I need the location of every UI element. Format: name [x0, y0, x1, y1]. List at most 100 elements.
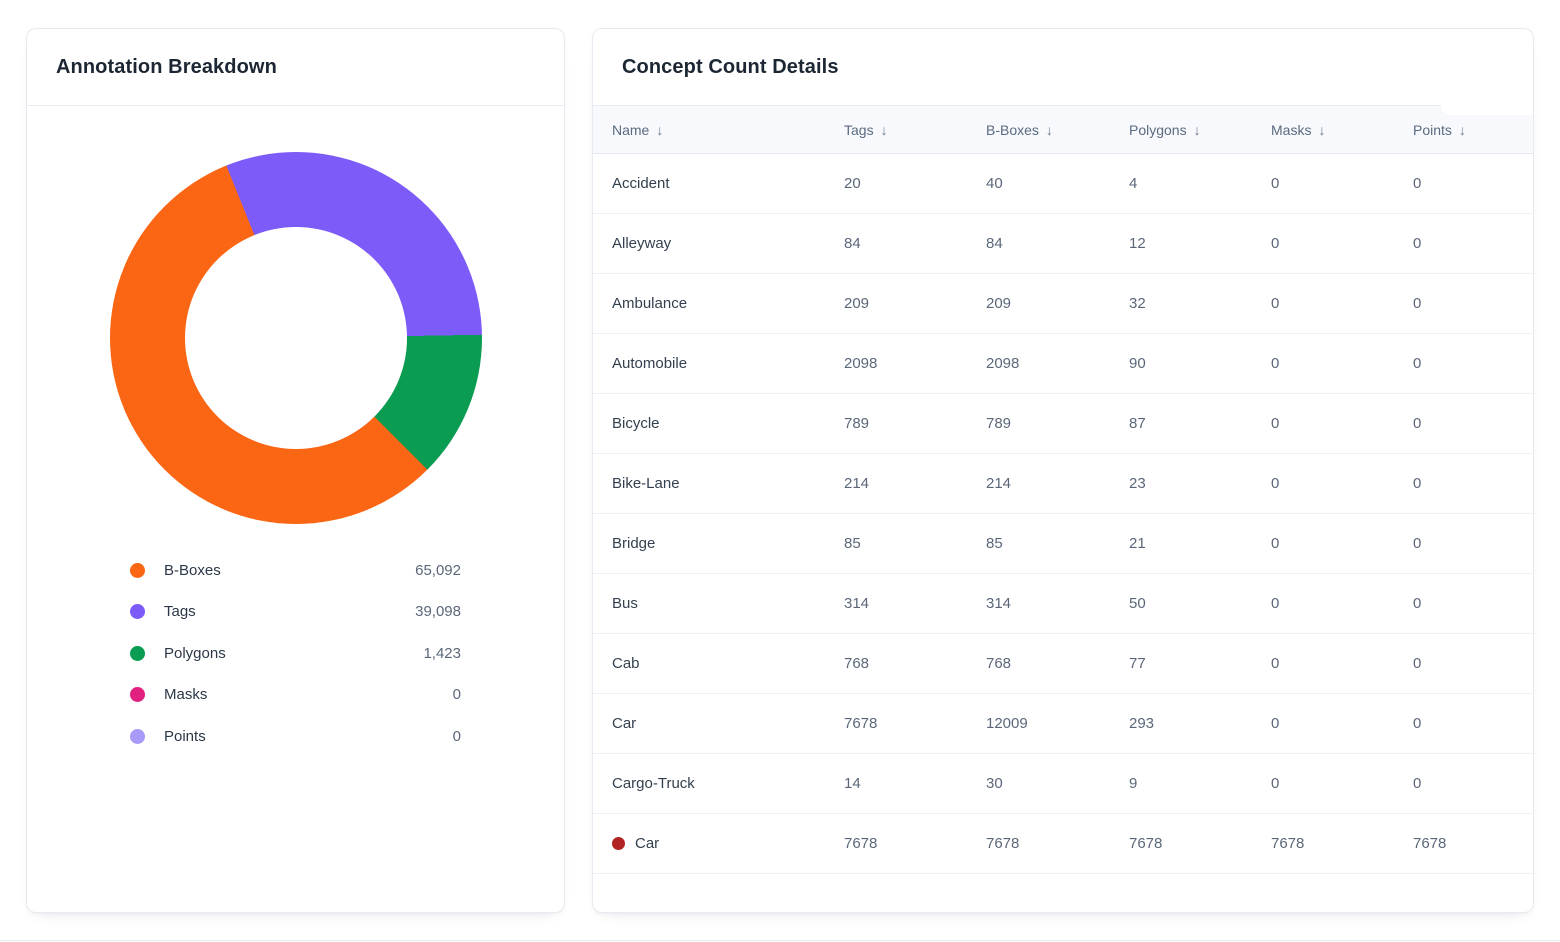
concept-name: Car: [635, 835, 660, 852]
column-header-points[interactable]: Points ↓: [1413, 122, 1533, 138]
cell-masks: 7678: [1271, 835, 1305, 852]
cell-name: Bridge: [612, 535, 844, 552]
cell-polygons: 50: [1129, 595, 1146, 612]
concept-name: Automobile: [612, 355, 688, 372]
cell-name: Car: [612, 715, 844, 732]
concept-name: Bicycle: [612, 415, 660, 432]
cell-name: Cargo-Truck: [612, 775, 844, 792]
sort-desc-icon[interactable]: ↓: [1318, 121, 1326, 138]
cell-tags: 214: [844, 475, 870, 492]
cell-points: 0: [1413, 235, 1422, 252]
column-header-masks[interactable]: Masks ↓: [1271, 122, 1413, 138]
legend-item-points[interactable]: Points 0: [130, 724, 461, 748]
table-row-cargo-truck[interactable]: Cargo-Truck 14 30 9 0 0: [593, 754, 1533, 814]
cell-masks: 0: [1271, 295, 1280, 312]
cell-bboxes: 789: [986, 415, 1012, 432]
legend-value: 0: [452, 727, 461, 745]
cell-polygons: 7678: [1129, 835, 1163, 852]
legend-label: Masks: [164, 686, 208, 703]
page-bottom-divider: [0, 940, 1560, 941]
column-header-label: Polygons: [1129, 121, 1187, 138]
legend-item-b-boxes[interactable]: B-Boxes 65,092: [130, 558, 461, 582]
cell-bboxes: 2098: [986, 355, 1020, 372]
cell-tags: 768: [844, 655, 870, 672]
sort-desc-icon[interactable]: ↓: [1193, 121, 1201, 138]
column-header-bboxes[interactable]: B-Boxes ↓: [986, 122, 1129, 138]
table-header-row: Name ↓ Tags ↓ B-Boxes ↓ Polygons ↓ Masks ↓ Points ↓: [593, 104, 1533, 154]
cell-points: 0: [1413, 475, 1422, 492]
table-row-alleyway[interactable]: Alleyway 84 84 12 0 0: [593, 214, 1533, 274]
legend-dot-icon: [130, 687, 145, 702]
column-header-label: Name: [612, 121, 650, 138]
annotation-breakdown-header: Annotation Breakdown: [27, 29, 564, 105]
cell-bboxes: 209: [986, 295, 1012, 312]
column-header-tags[interactable]: Tags ↓: [844, 122, 986, 138]
sort-desc-icon[interactable]: ↓: [880, 121, 888, 138]
cell-masks: 0: [1271, 355, 1280, 372]
concept-name: Alleyway: [612, 235, 672, 252]
concept-name: Cab: [612, 655, 640, 672]
legend-dot-icon: [130, 604, 145, 619]
table-row-bus[interactable]: Bus 314 314 50 0 0: [593, 574, 1533, 634]
column-header-name[interactable]: Name ↓: [612, 122, 844, 138]
concept-name: Ambulance: [612, 295, 688, 312]
table-row-cab[interactable]: Cab 768 768 77 0 0: [593, 634, 1533, 694]
table-row-accident[interactable]: Accident 20 40 4 0 0: [593, 154, 1533, 214]
cell-tags: 85: [844, 535, 861, 552]
chart-legend: B-Boxes 65,092 Tags 39,098 Polygons 1,423 Mask…: [130, 558, 461, 748]
cell-name: Bike-Lane: [612, 475, 844, 492]
cell-bboxes: 84: [986, 235, 1003, 252]
concept-name: Car: [612, 715, 637, 732]
cell-bboxes: 85: [986, 535, 1003, 552]
table-row-automobile[interactable]: Automobile 2098 2098 90 0 0: [593, 334, 1533, 394]
cell-name: Accident: [612, 175, 844, 192]
cell-polygons: 32: [1129, 295, 1146, 312]
table-row-car[interactable]: Car 7678 12009 293 0 0: [593, 694, 1533, 754]
concept-count-details-header: Concept Count Details: [593, 29, 1533, 105]
column-header-polygons[interactable]: Polygons ↓: [1129, 122, 1271, 138]
donut-hole: [184, 227, 407, 449]
cell-name: Bus: [612, 595, 844, 612]
cell-polygons: 21: [1129, 535, 1146, 552]
legend-item-polygons[interactable]: Polygons 1,423: [130, 641, 461, 665]
cell-bboxes: 768: [986, 655, 1012, 672]
legend-item-tags[interactable]: Tags 39,098: [130, 600, 461, 624]
cell-masks: 0: [1271, 775, 1280, 792]
card-divider: [593, 105, 1533, 106]
sort-desc-icon[interactable]: ↓: [1045, 121, 1053, 138]
cell-polygons: 9: [1129, 775, 1138, 792]
column-header-label: Points: [1413, 121, 1452, 138]
legend-item-masks[interactable]: Masks 0: [130, 683, 461, 707]
concept-count-details-card: Concept Count Details Name ↓ Tags ↓ B-Boxes ↓…: [592, 28, 1534, 913]
cell-tags: 209: [844, 295, 870, 312]
table-row-car[interactable]: Car 7678 7678 7678 7678 7678: [593, 814, 1533, 874]
cell-bboxes: 214: [986, 475, 1012, 492]
concept-name: Bike-Lane: [612, 475, 680, 492]
cell-masks: 0: [1271, 595, 1280, 612]
legend-label: Points: [164, 727, 206, 745]
sort-desc-icon[interactable]: ↓: [1458, 121, 1466, 138]
sort-desc-icon[interactable]: ↓: [656, 121, 664, 138]
cell-name: Alleyway: [612, 235, 844, 252]
cell-bboxes: 12009: [986, 715, 1028, 732]
cell-points: 0: [1413, 595, 1422, 612]
table-row-bridge[interactable]: Bridge 85 85 21 0 0: [593, 514, 1533, 574]
legend-label: Tags: [164, 603, 196, 620]
legend-label: Polygons: [164, 644, 226, 662]
donut-chart-area: B-Boxes 65,092 Tags 39,098 Polygons 1,423 Mask…: [27, 106, 564, 748]
cell-masks: 0: [1271, 175, 1280, 192]
cell-tags: 14: [844, 775, 861, 792]
cell-polygons: 4: [1129, 175, 1138, 192]
cell-points: 0: [1413, 175, 1422, 192]
donut-chart: [109, 152, 482, 524]
table-row-ambulance[interactable]: Ambulance 209 209 32 0 0: [593, 274, 1533, 334]
cell-tags: 789: [844, 415, 870, 432]
cell-polygons: 90: [1129, 355, 1146, 372]
dashboard-page: Annotation Breakdown B-Boxes 65,092 Tags 39…: [26, 28, 1534, 913]
cell-masks: 0: [1271, 655, 1280, 672]
table-row-bike-lane[interactable]: Bike-Lane 214 214 23 0 0: [593, 454, 1533, 514]
cell-points: 7678: [1413, 835, 1447, 852]
table-row-bicycle[interactable]: Bicycle 789 789 87 0 0: [593, 394, 1533, 454]
cell-bboxes: 30: [986, 775, 1003, 792]
cell-masks: 0: [1271, 235, 1280, 252]
